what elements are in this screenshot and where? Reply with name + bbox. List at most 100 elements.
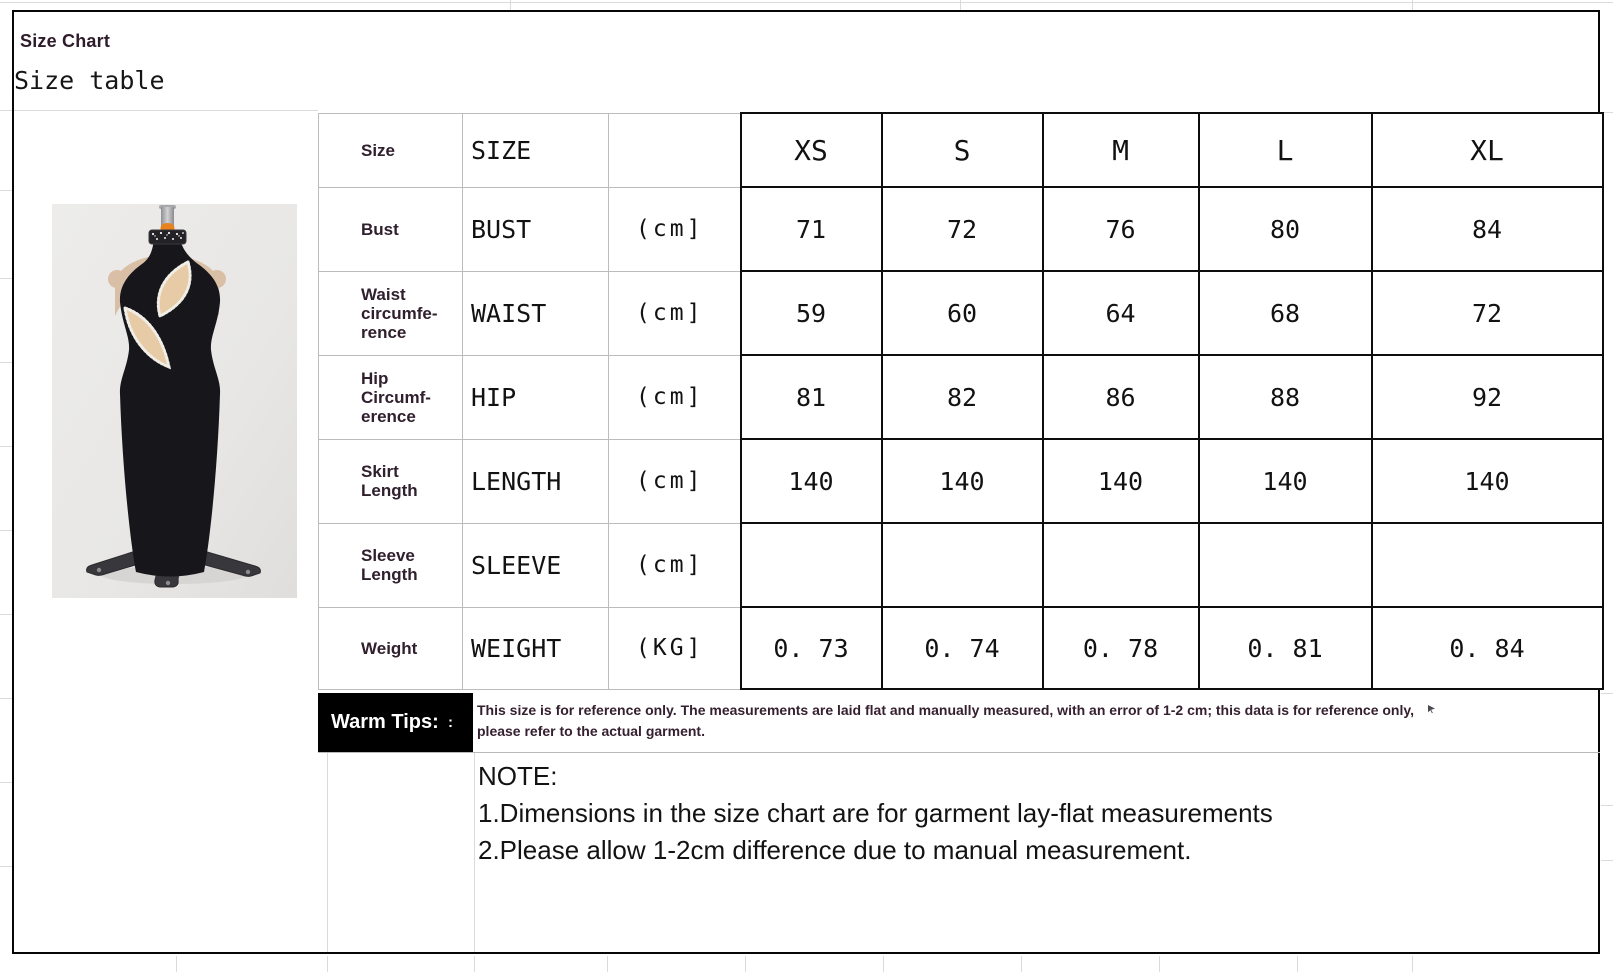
gridline	[0, 866, 12, 867]
gridline	[0, 190, 12, 191]
value-cell: 140	[1041, 438, 1200, 524]
row-label: Waist circumfe- rence	[318, 270, 463, 356]
row-label: Hip Circumf- erence	[318, 354, 463, 440]
row-label: Bust	[318, 186, 463, 272]
size-column-header: XS	[739, 112, 883, 188]
value-cell	[1370, 522, 1604, 608]
gridline	[0, 362, 12, 363]
cursor-artifact	[1428, 705, 1435, 713]
row-caps: BUST	[462, 186, 609, 272]
row-label: Weight	[318, 606, 463, 690]
measurement-row: Hip Circumf- erence HIP (cm] 81 82 86 88 92	[318, 354, 1604, 440]
gridline	[0, 110, 318, 111]
gridline	[0, 530, 12, 531]
value-cell: 140	[880, 438, 1044, 524]
value-cell: 72	[1370, 270, 1604, 356]
row-unit: (KG]	[608, 606, 741, 690]
value-cell	[880, 522, 1044, 608]
row-unit	[608, 112, 741, 188]
measurement-row: Skirt Length LENGTH (cm] 140 140 140 140 140	[318, 438, 1604, 524]
warm-tips-text: This size is for reference only. The mea…	[477, 702, 1415, 739]
gridline	[607, 956, 608, 972]
gridline	[1601, 805, 1613, 806]
size-column-header: L	[1197, 112, 1373, 188]
gridline	[1601, 693, 1613, 694]
value-cell: 92	[1370, 354, 1604, 440]
gridline	[1412, 956, 1413, 972]
row-unit: (cm]	[608, 354, 741, 440]
gridline	[0, 2, 1613, 3]
gridline	[1021, 956, 1022, 972]
note-block: NOTE: 1.Dimensions in the size chart are…	[478, 758, 1273, 869]
value-cell: 0. 74	[880, 606, 1044, 690]
page-title: Size Chart	[20, 31, 111, 51]
mesh-cutouts	[123, 259, 192, 370]
page-subtitle: Size table	[14, 66, 165, 95]
gridline	[0, 782, 12, 783]
row-caps: WEIGHT	[462, 606, 609, 690]
value-cell	[1197, 522, 1373, 608]
gridline	[745, 956, 746, 972]
gridline	[0, 278, 12, 279]
product-photo	[52, 204, 297, 598]
value-cell: 82	[880, 354, 1044, 440]
size-table: Size SIZE XS S M L XL Bust BUST (cm] 71 72 76 80 84 Wai…	[318, 112, 1604, 690]
value-cell: 140	[1370, 438, 1604, 524]
gridline	[960, 0, 961, 10]
row-caps: WAIST	[462, 270, 609, 356]
row-label: Skirt Length	[318, 438, 463, 524]
value-cell: 64	[1041, 270, 1200, 356]
warm-tips-box: Warm Tips: :	[318, 693, 473, 752]
measurement-row: Bust BUST (cm] 71 72 76 80 84	[318, 186, 1604, 272]
measurement-row: Sleeve Length SLEEVE (cm]	[318, 522, 1604, 608]
row-unit: (cm]	[608, 438, 741, 524]
gridline	[474, 956, 475, 972]
size-column-header: S	[880, 112, 1044, 188]
value-cell: 140	[1197, 438, 1373, 524]
warm-tips-label: Warm Tips:	[331, 711, 439, 733]
gridline	[1601, 112, 1613, 113]
value-cell	[1041, 522, 1200, 608]
row-unit: (cm]	[608, 186, 741, 272]
row-label: Sleeve Length	[318, 522, 463, 608]
warm-tips-colon: :	[448, 714, 453, 731]
value-cell: 0. 84	[1370, 606, 1604, 690]
value-cell: 0. 78	[1041, 606, 1200, 690]
value-cell: 0. 81	[1197, 606, 1373, 690]
value-cell: 81	[739, 354, 883, 440]
row-unit: (cm]	[608, 522, 741, 608]
row-caps: HIP	[462, 354, 609, 440]
value-cell	[739, 522, 883, 608]
value-cell: 140	[739, 438, 883, 524]
gridline	[883, 956, 884, 972]
size-column-header: M	[1041, 112, 1200, 188]
gridline	[176, 956, 177, 972]
gridline	[0, 614, 12, 615]
gridline	[1412, 0, 1413, 10]
value-cell: 86	[1041, 354, 1200, 440]
choker-sparkles	[151, 231, 184, 240]
measurement-row: Weight WEIGHT (KG] 0. 73 0. 74 0. 78 0. 81 0. 8…	[318, 606, 1604, 690]
value-cell: 71	[739, 186, 883, 272]
note-line: 1.Dimensions in the size chart are for g…	[478, 798, 1273, 828]
value-cell: 88	[1197, 354, 1373, 440]
dress-illustration	[52, 204, 297, 598]
gridline	[510, 0, 511, 10]
note-line: 2.Please allow 1-2cm difference due to m…	[478, 835, 1192, 865]
measurement-row: Waist circumfe- rence WAIST (cm] 59 60 64 68 72	[318, 270, 1604, 356]
gridline	[1601, 860, 1613, 861]
gridline	[474, 753, 475, 953]
value-cell: 68	[1197, 270, 1373, 356]
gridline	[327, 753, 328, 953]
gridline	[0, 698, 12, 699]
row-unit: (cm]	[608, 270, 741, 356]
row-caps: SIZE	[462, 112, 609, 188]
row-caps: LENGTH	[462, 438, 609, 524]
value-cell: 76	[1041, 186, 1200, 272]
gridline	[327, 956, 328, 972]
gridline	[1159, 956, 1160, 972]
row-caps: SLEEVE	[462, 522, 609, 608]
note-title: NOTE:	[478, 761, 558, 791]
value-cell: 72	[880, 186, 1044, 272]
